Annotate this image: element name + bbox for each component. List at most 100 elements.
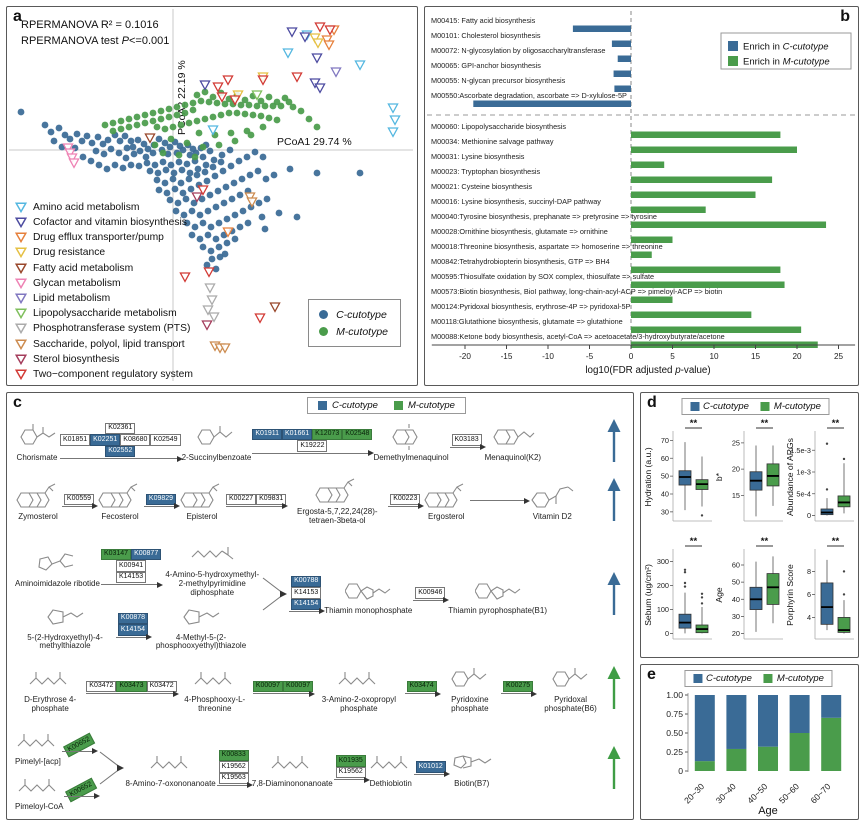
boxplot-box_porphyrin: Porphyrin Score 4 6 8 **: [785, 536, 854, 640]
reaction-arrow: [62, 503, 98, 510]
triangle-marker-icon: [15, 217, 27, 229]
pathway-compound: Zymosterol: [15, 479, 61, 522]
scatter-point-c-cutotype: [127, 161, 135, 169]
enrichment-bar-m: [631, 311, 752, 318]
module-bar-label: M00055: N-glycan precursor biosynthesis: [431, 76, 566, 85]
legend-box: [720, 32, 852, 70]
kegg-module-triangle: [312, 38, 324, 49]
kegg-module-triangle: [324, 25, 336, 36]
molecule-structure-icon: [493, 429, 535, 445]
scatter-point-c-cutotype: [155, 186, 163, 194]
y-axis-tick-label: 1.00: [666, 690, 683, 700]
module-bar-label: M00573:Biotin biosynthesis, BioI pathway…: [431, 287, 722, 296]
legend-item-label: Glycan metabolism: [33, 277, 121, 289]
enzyme-grid: K03183: [451, 434, 482, 446]
scatter-point-c-cutotype: [99, 140, 107, 148]
scatter-point-m-cutotype: [237, 101, 245, 109]
permanova-p: RPERMANOVA test P<=0.001: [21, 35, 170, 47]
enzyme-box: K19562: [218, 761, 249, 773]
panel-d-boxplots: d C-cutotype M-cutotype Hydration (a.u.) 3…: [640, 392, 859, 658]
pathway-compound: 4-Amino-5-hydroxymethyl-2-methylpyrimidi…: [162, 537, 262, 598]
scatter-point-c-cutotype: [235, 157, 243, 165]
scatter-point-c-cutotype: [61, 131, 69, 139]
compound-label: 4-Methyl-5-(2-phosphooxyethyl)thiazole: [155, 632, 247, 651]
scatter-point-c-cutotype: [179, 189, 187, 197]
stack-segment-m-cutotype: [726, 748, 747, 771]
enzyme-box: K01661: [282, 428, 313, 441]
enzyme-grid: K01012: [415, 761, 446, 773]
compound-label: Aminoimidazole ribotide: [15, 578, 100, 588]
enrichment-bar-m: [631, 131, 781, 138]
kegg-module-triangle: [203, 267, 215, 278]
pathway-reaction: K00833 K19562 K19563: [216, 749, 253, 789]
scatter-point-c-cutotype: [130, 150, 138, 158]
box-c-cutotype: [678, 613, 692, 629]
enrichment-bar-c: [614, 85, 631, 92]
pathway-compound: Thiamin pyrophosphate(B1): [448, 573, 547, 616]
scatter-point-c-cutotype: [275, 209, 283, 217]
scatter-point-c-cutotype: [135, 162, 143, 170]
scatter-point-c-cutotype: [201, 168, 209, 176]
scatter-point-c-cutotype: [187, 185, 195, 193]
reaction-arrow: [116, 634, 152, 641]
y-axis-tick-label: 0: [678, 766, 683, 776]
enzyme-grid: K00227 K09831: [226, 493, 287, 506]
scatter-point-c-cutotype: [216, 253, 224, 261]
enzyme-box: K03472: [86, 680, 117, 693]
enzyme-row: K00223: [390, 493, 421, 506]
scatter-point-c-cutotype: [163, 189, 171, 197]
age-stacked-bar-chart: 0 0.25 0.50 0.75 1.00 20~30 30~40 40~50 50~60 60~…: [666, 690, 842, 817]
legend-item: M-cutotype: [319, 323, 388, 340]
permanova-stats: RPERMANOVA R² = 0.1016 RPERMANOVA test P…: [21, 17, 169, 49]
pathway-reaction: K00652: [61, 732, 98, 757]
scatter-point-c-cutotype: [115, 149, 123, 157]
x-axis-title: log10(FDR adjusted p-value): [585, 365, 710, 376]
kegg-module-triangle: [201, 320, 213, 331]
enrichment-bar-m: [631, 296, 673, 303]
scatter-point-m-cutotype: [197, 97, 205, 105]
kegg-module-triangle: [309, 33, 321, 44]
box-m-cutotype: [766, 463, 780, 487]
pathway-reaction: K00559: [61, 493, 98, 510]
y-axis-tick-label: 20: [732, 465, 740, 474]
scatter-point-c-cutotype: [198, 195, 206, 203]
scatter-point-c-cutotype: [228, 195, 236, 203]
compound-label: 7,8-Diaminononanoate: [251, 779, 333, 789]
enzyme-row: K00559: [63, 493, 95, 506]
triangle-marker-icon: [15, 232, 27, 244]
enzyme-row: K02552: [105, 445, 136, 458]
legend-item-label: Two−component regulatory system: [33, 368, 193, 380]
scatter-point-m-cutotype: [173, 103, 181, 111]
kegg-module-triangle: [282, 48, 294, 59]
reaction-arrow: [61, 748, 98, 755]
scatter-point-c-cutotype: [212, 235, 220, 243]
scatter-point-c-cutotype: [270, 171, 278, 179]
pathway-reaction: K03472 K03473 K03472: [85, 680, 180, 697]
y-axis-tick-label: 1e-3: [796, 468, 811, 477]
scatter-point-c-cutotype: [143, 159, 151, 167]
boxplot-cell: b* 15 20 25 **: [714, 417, 785, 535]
kegg-module-triangle: [206, 295, 218, 306]
significance-stars: **: [832, 418, 840, 429]
trend-up-arrow-icon: [607, 745, 621, 789]
enrichment-bar-c: [473, 100, 631, 107]
molecule-structure-icon: [453, 755, 492, 770]
x-axis-tick-label: 60~70: [808, 781, 832, 805]
reaction-arrow: [86, 690, 180, 697]
box-c-cutotype: [820, 582, 834, 625]
scatter-point-m-cutotype: [117, 125, 125, 133]
y-axis-tick-label: 30: [732, 612, 740, 621]
scatter-point-m-cutotype: [141, 119, 149, 127]
scatter-point-c-cutotype: [94, 133, 102, 141]
cutotype-dot-icon: [319, 310, 329, 319]
stack-segment-c-cutotype: [694, 695, 715, 762]
scatter-point-c-cutotype: [212, 265, 220, 273]
legend-item-label: Lipopolysaccharide metabolism: [33, 308, 177, 320]
y-axis-tick-label: 1.5e-3: [790, 446, 811, 455]
molecule-structure-icon: [315, 478, 355, 503]
scatter-point-c-cutotype: [100, 150, 108, 158]
pathway-compound: Menaquinol(K2): [485, 420, 541, 463]
legend-swatch-icon: [689, 402, 699, 411]
enzyme-box: K00833: [218, 749, 249, 762]
scatter-point-c-cutotype: [167, 161, 175, 169]
